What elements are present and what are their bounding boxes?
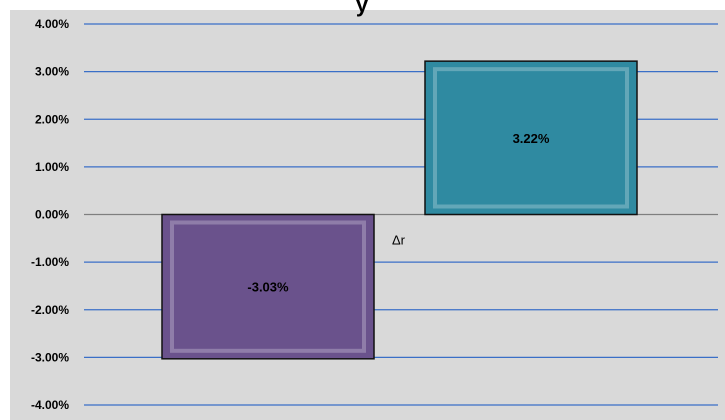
data-labels: -3.03% 3.22% xyxy=(247,131,549,295)
chart-title: y xyxy=(356,0,369,17)
bar-highlight xyxy=(170,220,366,353)
y-axis-tick-label: 4.00% xyxy=(35,17,69,31)
y-axis-tick-label: -3.00% xyxy=(31,350,69,364)
negative-bar xyxy=(161,213,375,360)
data-label: -3.03% xyxy=(247,280,289,295)
y-axis-tick-label: -1.00% xyxy=(31,255,69,269)
data-label: 3.22% xyxy=(513,131,550,146)
bars xyxy=(161,60,638,360)
y-axis-tick-label: 0.00% xyxy=(35,208,69,222)
category-annotation: Δr xyxy=(392,233,406,248)
y-axis-tick-label: 1.00% xyxy=(35,160,69,174)
y-axis-tick-label: 2.00% xyxy=(35,112,69,126)
y-axis-tick-label: -2.00% xyxy=(31,303,69,317)
y-axis-tick-labels: 4.00% 3.00% 2.00% 1.00% 0.00% -1.00% -2.00% -3.… xyxy=(31,17,69,412)
y-axis-tick-label: -4.00% xyxy=(31,398,69,412)
y-axis-tick-label: 3.00% xyxy=(35,65,69,79)
bar-highlight xyxy=(433,67,629,209)
positive-bar xyxy=(424,60,638,216)
